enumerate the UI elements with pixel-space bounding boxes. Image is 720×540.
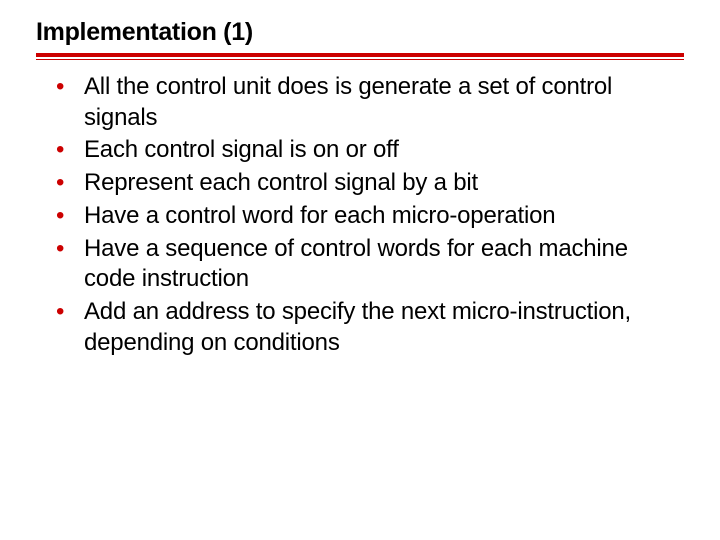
list-item: Represent each control signal by a bit xyxy=(56,168,674,199)
title-underline-thick xyxy=(36,53,684,57)
bullet-list: All the control unit does is generate a … xyxy=(36,72,684,358)
slide-title: Implementation (1) xyxy=(36,18,684,47)
list-item: Have a sequence of control words for eac… xyxy=(56,234,674,295)
list-item: Add an address to specify the next micro… xyxy=(56,297,674,358)
slide: Implementation (1) All the control unit … xyxy=(0,0,720,540)
list-item: All the control unit does is generate a … xyxy=(56,72,674,133)
title-underline-thin xyxy=(36,59,684,60)
list-item: Each control signal is on or off xyxy=(56,135,674,166)
list-item: Have a control word for each micro-opera… xyxy=(56,201,674,232)
